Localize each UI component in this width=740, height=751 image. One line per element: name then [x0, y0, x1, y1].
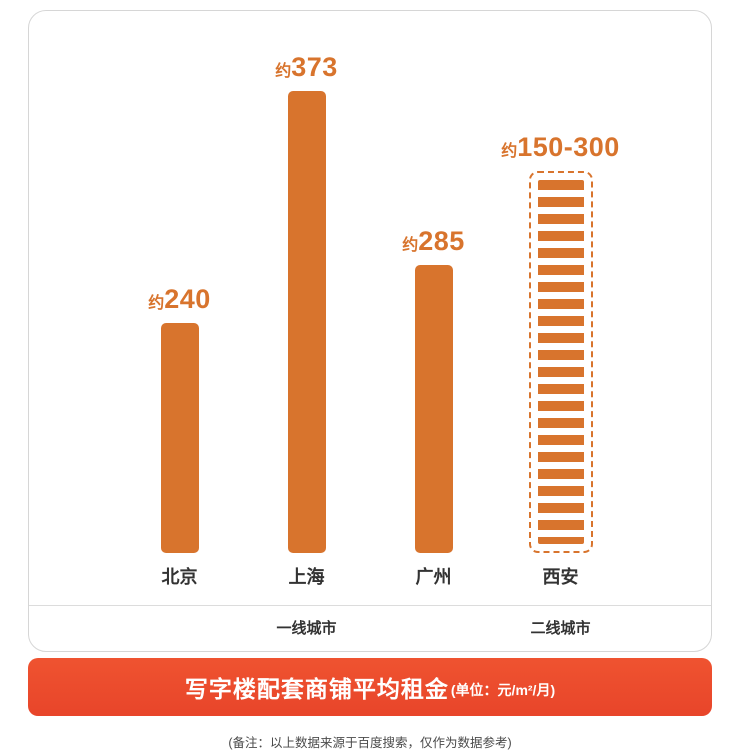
approx-prefix: 约 [148, 295, 165, 312]
city-label-shanghai: 上海 [288, 567, 325, 587]
approx-prefix: 约 [275, 63, 292, 80]
value-number: 285 [418, 226, 465, 256]
bar-shanghai [287, 91, 326, 553]
value-label-beijing: 约240 [148, 286, 211, 313]
bar-xian-range [528, 171, 593, 553]
city-label-row: 北京 上海 广州 西安 [29, 553, 711, 605]
bar-group-guangzhou: 约285 [370, 228, 497, 553]
city-label-xian: 西安 [542, 567, 579, 587]
banner-title: 写字楼配套商铺平均租金 [184, 676, 449, 702]
city-label-guangzhou: 广州 [415, 567, 452, 587]
bar-group-shanghai: 约373 [243, 54, 370, 553]
value-label-shanghai: 约373 [275, 54, 338, 81]
bar-guangzhou [414, 265, 453, 553]
banner-unit-label: (单位：元/m²/月) [450, 681, 556, 698]
bar-xian-stripes [537, 180, 584, 544]
tier-group-first: 一线城市 [116, 617, 497, 638]
tier-group-second: 二线城市 [497, 617, 624, 638]
approx-prefix: 约 [501, 143, 518, 160]
value-number: 150-300 [517, 132, 620, 162]
value-number: 240 [164, 284, 211, 314]
tier-label-first: 一线城市 [276, 620, 337, 637]
tier-label-second: 二线城市 [530, 620, 591, 637]
value-number: 373 [291, 52, 338, 82]
value-label-xian: 约150-300 [501, 134, 620, 161]
footnote: (备注：以上数据来源于百度搜索，仅作为数据参考) [228, 736, 512, 750]
plot-area: 约240 约373 约285 约150-300 [29, 11, 711, 553]
approx-prefix: 约 [402, 237, 419, 254]
chart-card: 约240 约373 约285 约150-300 [28, 10, 712, 652]
bar-group-beijing: 约240 [116, 286, 243, 553]
tier-row: 一线城市 二线城市 [29, 605, 711, 651]
city-label-beijing: 北京 [161, 567, 198, 587]
title-banner: 写字楼配套商铺平均租金 (单位：元/m²/月) [28, 658, 712, 716]
bar-group-xian: 约150-300 [497, 134, 624, 553]
bar-beijing [160, 323, 199, 553]
value-label-guangzhou: 约285 [402, 228, 465, 255]
